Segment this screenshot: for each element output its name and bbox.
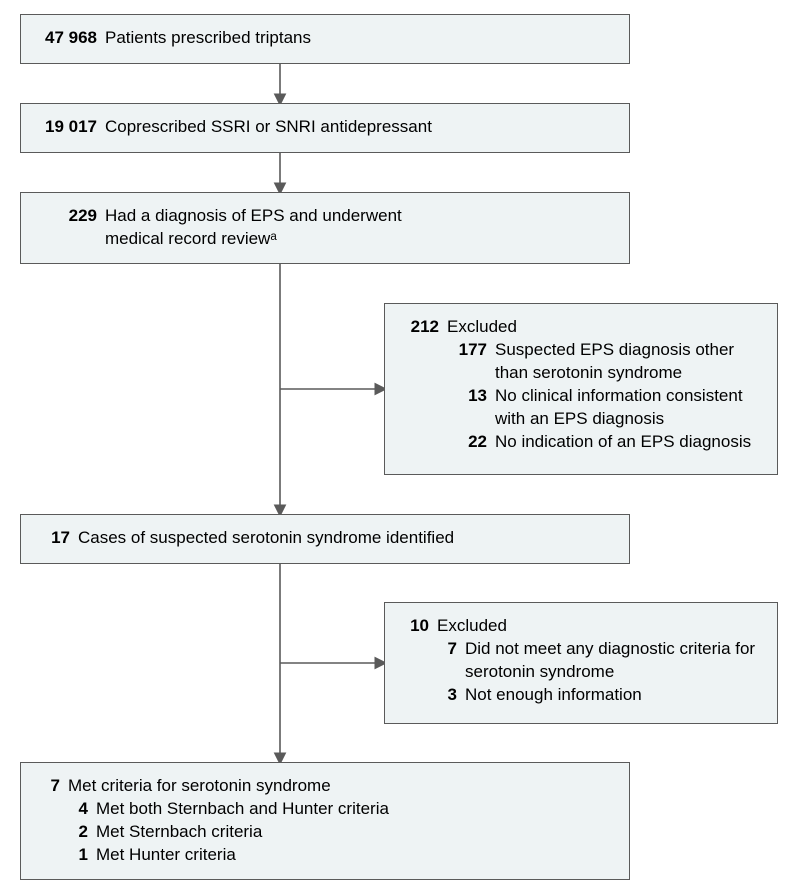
subline-text: Met Hunter criteria xyxy=(96,844,236,867)
flow-subline: 2 Met Sternbach criteria xyxy=(68,821,615,844)
flow-line: 229 Had a diagnosis of EPS and underwent xyxy=(35,205,615,228)
flow-line: 7 Met criteria for serotonin syndrome xyxy=(35,775,615,798)
line-text: Had a diagnosis of EPS and underwent xyxy=(105,206,402,225)
flow-line: 212 Excluded xyxy=(399,316,763,339)
line-text: medical record reviewᵃ xyxy=(105,229,277,248)
box-prescribed-triptans: 47 968 Patients prescribed triptans xyxy=(20,14,630,64)
flow-subline: 4 Met both Sternbach and Hunter criteria xyxy=(68,798,615,821)
flow-subline: 177 Suspected EPS diagnosis other than se… xyxy=(447,339,763,385)
subline-text: No indication of an EPS diagnosis xyxy=(495,431,751,454)
subline-text: Not enough information xyxy=(465,684,642,707)
line-text: Patients prescribed triptans xyxy=(105,28,311,47)
box-excluded-10: 10 Excluded 7 Did not meet any diagnostic c… xyxy=(384,602,778,724)
subline-text: Did not meet any diagnostic criteria for… xyxy=(465,638,763,684)
count-value: 177 xyxy=(447,339,487,362)
line-text: Excluded xyxy=(437,616,507,635)
count-value: 212 xyxy=(399,316,439,339)
flow-line: medical record reviewᵃ xyxy=(35,228,615,251)
flow-line: 17 Cases of suspected serotonin syndrome … xyxy=(35,527,615,550)
flow-line: 10 Excluded xyxy=(399,615,763,638)
count-value: 1 xyxy=(68,844,88,867)
subline-text: No clinical information consistent with … xyxy=(495,385,763,431)
subline-text: Met Sternbach criteria xyxy=(96,821,262,844)
flow-subline: 13 No clinical information consistent wit… xyxy=(447,385,763,431)
line-text: Excluded xyxy=(447,317,517,336)
flow-subline: 22 No indication of an EPS diagnosis xyxy=(447,431,763,454)
box-coprescribed: 19 017 Coprescribed SSRI or SNRI antidepr… xyxy=(20,103,630,153)
count-value: 4 xyxy=(68,798,88,821)
line-text: Met criteria for serotonin syndrome xyxy=(68,776,331,795)
count-value: 3 xyxy=(437,684,457,707)
count-value: 7 xyxy=(437,638,457,661)
count-value: 2 xyxy=(68,821,88,844)
line-text: Cases of suspected serotonin syndrome id… xyxy=(78,528,454,547)
box-met-criteria: 7 Met criteria for serotonin syndrome 4 Met… xyxy=(20,762,630,880)
flow-line: 47 968 Patients prescribed triptans xyxy=(35,27,615,50)
count-value: 47 968 xyxy=(35,27,97,50)
flow-subline: 7 Did not meet any diagnostic criteria fo… xyxy=(437,638,763,684)
box-eps-diagnosis: 229 Had a diagnosis of EPS and underwent m… xyxy=(20,192,630,264)
flow-subline: 1 Met Hunter criteria xyxy=(68,844,615,867)
flow-line: 19 017 Coprescribed SSRI or SNRI antidepr… xyxy=(35,116,615,139)
flowchart-canvas: 47 968 Patients prescribed triptans 19 01… xyxy=(0,0,794,895)
count-value: 19 017 xyxy=(35,116,97,139)
flow-subline: 3 Not enough information xyxy=(437,684,763,707)
count-value: 17 xyxy=(35,527,70,550)
box-suspected-serotonin: 17 Cases of suspected serotonin syndrome … xyxy=(20,514,630,564)
subline-text: Met both Sternbach and Hunter criteria xyxy=(96,798,389,821)
count-value: 7 xyxy=(35,775,60,798)
box-excluded-212: 212 Excluded 177 Suspected EPS diagnosis ot… xyxy=(384,303,778,475)
subline-text: Suspected EPS diagnosis other than serot… xyxy=(495,339,763,385)
count-value: 13 xyxy=(447,385,487,408)
count-value: 229 xyxy=(35,205,97,228)
count-value: 10 xyxy=(399,615,429,638)
count-value: 22 xyxy=(447,431,487,454)
line-text: Coprescribed SSRI or SNRI antidepressant xyxy=(105,117,432,136)
